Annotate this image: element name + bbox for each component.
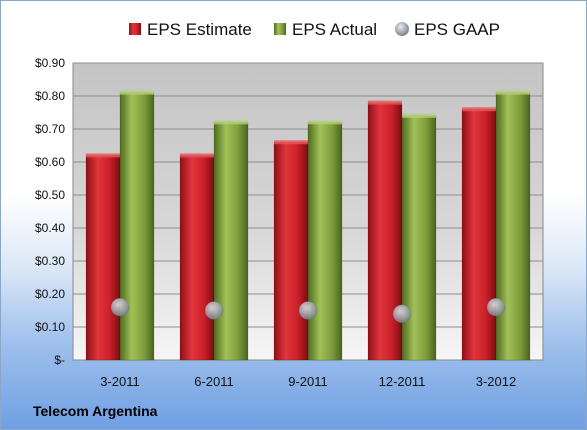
bar-eps-estimate [273, 141, 309, 361]
x-category-label: 9-2011 [288, 374, 328, 389]
bar-top-cap [308, 120, 342, 125]
bar-top-cap [462, 107, 496, 112]
y-tick-label: $0.40 [35, 221, 65, 235]
bar-eps-actual [401, 115, 437, 361]
bar-eps-estimate [85, 155, 121, 361]
marker-eps-gaap [392, 304, 412, 324]
legend-label: EPS Estimate [147, 20, 252, 39]
company-name: Telecom Argentina [33, 403, 158, 419]
y-tick-label: $0.90 [35, 56, 65, 70]
bar-top-cap [274, 140, 308, 145]
legend-label: EPS GAAP [414, 20, 500, 39]
x-category-label: 6-2011 [194, 374, 234, 389]
legend-swatch [395, 22, 409, 36]
bar-top-cap [496, 90, 530, 95]
bar-eps-actual [495, 92, 531, 361]
bar-eps-actual [119, 92, 155, 361]
bar-top-cap [368, 100, 402, 105]
y-tick-label: $- [54, 353, 65, 367]
y-tick-label: $0.20 [35, 287, 65, 301]
bar-eps-estimate [461, 108, 497, 361]
marker-eps-gaap [110, 297, 130, 317]
legend-swatch [274, 23, 286, 35]
y-tick-label: $0.60 [35, 155, 65, 169]
x-category-label: 3-2012 [476, 374, 516, 389]
marker-eps-gaap [486, 297, 506, 317]
bar-top-cap [214, 120, 248, 125]
bar-top-cap [120, 90, 154, 95]
bar-eps-actual [307, 122, 343, 361]
y-tick-label: $0.50 [35, 188, 65, 202]
marker-eps-gaap [298, 301, 318, 320]
bar-top-cap [402, 113, 436, 118]
bar-top-cap [180, 153, 214, 158]
y-tick-label: $0.80 [35, 89, 65, 103]
legend-label: EPS Actual [292, 20, 377, 39]
y-tick-label: $0.30 [35, 254, 65, 268]
legend-swatch [129, 23, 141, 35]
bar-eps-estimate [179, 155, 215, 361]
x-category-label: 12-2011 [379, 374, 426, 389]
bar-eps-actual [213, 122, 249, 361]
y-tick-label: $0.10 [35, 320, 65, 334]
x-category-label: 3-2011 [100, 374, 140, 389]
bar-top-cap [86, 153, 120, 158]
y-tick-label: $0.70 [35, 122, 65, 136]
marker-eps-gaap [204, 301, 224, 320]
